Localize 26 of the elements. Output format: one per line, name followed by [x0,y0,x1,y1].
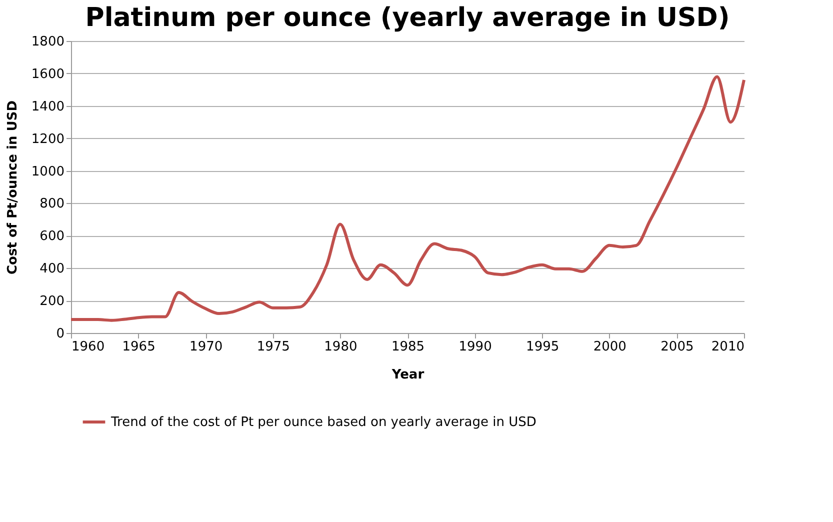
x-tick-label: 1995 [526,340,560,354]
y-axis-title: Cost of Pt/ounce in USD [5,100,20,274]
y-tick-label: 600 [40,229,64,244]
x-tick-label: 1985 [391,340,425,354]
x-tick-label: 1990 [458,340,492,354]
x-tick-label: 1970 [190,340,223,354]
y-tick-label: 200 [40,294,64,310]
y-tick-label: 0 [56,326,64,342]
x-tick-label: 1965 [122,340,156,354]
legend-label: Trend of the cost of Pt per ounce based on yearly average in USD [110,415,536,430]
x-tick-label: 1960 [72,340,105,354]
y-tick-label: 1800 [31,34,64,50]
y-tick-label: 1600 [31,66,64,82]
x-tick-label: 1980 [324,340,358,354]
x-tick-label: 2005 [660,340,694,354]
y-tick-label: 1000 [31,164,64,180]
x-tick-label: 2000 [593,340,626,354]
x-tick-label: 2010 [711,340,744,354]
y-tick-label: 1400 [31,99,64,114]
x-tick-label: 1975 [256,340,290,354]
y-tick-label: 400 [40,262,64,277]
line-series [70,75,746,322]
y-tick-label: 800 [40,196,64,212]
y-tick-label: 1200 [31,132,64,147]
chart-title: Platinum per ounce (yearly average in USD) [85,3,730,33]
x-axis-title: Year [390,368,425,382]
